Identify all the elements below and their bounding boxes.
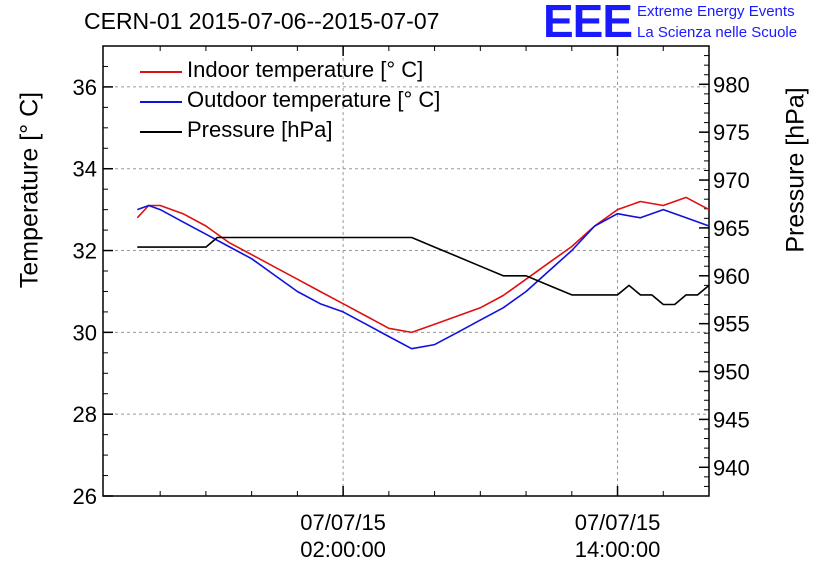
right-tick-label: 975 bbox=[713, 120, 750, 145]
ticks: 26 28 30 32 34 36 940 945 950 955 960 965 970 975 980 0… bbox=[73, 45, 750, 562]
right-tick-label: 945 bbox=[713, 407, 750, 432]
y-axis-right-label: Pressure [hPa] bbox=[781, 87, 810, 253]
grid bbox=[103, 46, 709, 496]
left-tick-label: 32 bbox=[73, 239, 97, 264]
legend-swatch-pressure bbox=[140, 131, 182, 133]
series-lines bbox=[136, 196, 710, 350]
x-tick-label-time: 02:00:00 bbox=[300, 537, 386, 562]
right-tick-label: 980 bbox=[713, 72, 750, 97]
right-tick-label: 955 bbox=[713, 312, 750, 337]
x-tick-label-time: 14:00:00 bbox=[575, 537, 661, 562]
plot-frame bbox=[102, 45, 710, 497]
right-tick-label: 970 bbox=[713, 168, 750, 193]
legend-swatch-outdoor bbox=[140, 101, 182, 103]
right-tick-label: 940 bbox=[713, 455, 750, 480]
y-axis-left-label: Temperature [° C] bbox=[15, 91, 44, 289]
left-tick-label: 34 bbox=[73, 157, 97, 182]
legend-label-outdoor: Outdoor temperature [° C] bbox=[187, 87, 441, 112]
left-tick-label: 26 bbox=[73, 484, 97, 509]
series-line-1 bbox=[137, 204, 710, 350]
left-tick-label: 36 bbox=[73, 75, 97, 100]
right-tick-label: 965 bbox=[713, 216, 750, 241]
legend-swatch-indoor bbox=[140, 71, 182, 73]
right-tick-label: 950 bbox=[713, 360, 750, 385]
x-tick-label-date: 07/07/15 bbox=[300, 510, 386, 535]
series-line-2 bbox=[137, 236, 710, 306]
left-tick-label: 28 bbox=[73, 402, 97, 427]
legend-label-indoor: Indoor temperature [° C] bbox=[187, 57, 424, 82]
right-tick-label: 960 bbox=[713, 264, 750, 289]
org-line-2: La Scienza nelle Scuole bbox=[637, 24, 798, 41]
legend-label-pressure: Pressure [hPa] bbox=[187, 117, 333, 142]
chart-title: CERN-01 2015-07-06--2015-07-07 bbox=[84, 8, 440, 34]
x-tick-label-date: 07/07/15 bbox=[575, 510, 661, 535]
eee-logo: EEE bbox=[543, 0, 633, 47]
series-line-0 bbox=[136, 196, 710, 334]
org-line-1: Extreme Energy Events bbox=[637, 3, 795, 20]
left-tick-label: 30 bbox=[73, 320, 97, 345]
